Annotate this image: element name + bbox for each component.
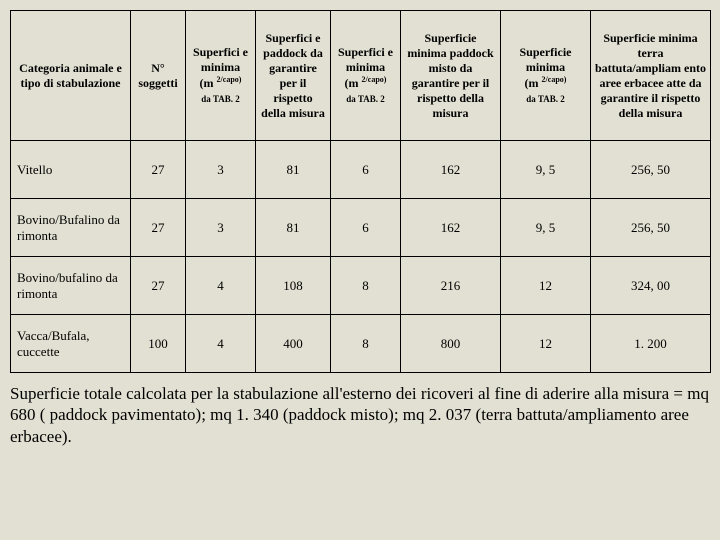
cell: 6 [331, 199, 401, 257]
table-row: Vacca/Bufala, cuccette10044008800121. 20… [11, 315, 711, 373]
col-header-2: Superfici eminima (m 2/capo)da TAB. 2 [186, 11, 256, 141]
table-row: Vitello2738161629, 5256, 50 [11, 141, 711, 199]
row-label: Vacca/Bufala, cuccette [11, 315, 131, 373]
cell: 27 [131, 199, 186, 257]
cell: 256, 50 [591, 141, 711, 199]
cell: 12 [501, 257, 591, 315]
cell: 9, 5 [501, 141, 591, 199]
cell: 12 [501, 315, 591, 373]
col-header-5: Superficie minima paddock misto da garan… [401, 11, 501, 141]
table-row: Bovino/Bufalino da rimonta2738161629, 52… [11, 199, 711, 257]
cell: 162 [401, 141, 501, 199]
col-header-0: Categoria animale e tipo di stabulazione [11, 11, 131, 141]
cell: 100 [131, 315, 186, 373]
table-header-row: Categoria animale e tipo di stabulazione… [11, 11, 711, 141]
table-row: Bovino/bufalino da rimonta27410882161232… [11, 257, 711, 315]
row-label: Vitello [11, 141, 131, 199]
cell: 27 [131, 257, 186, 315]
cell: 324, 00 [591, 257, 711, 315]
cell: 3 [186, 141, 256, 199]
cell: 400 [256, 315, 331, 373]
cell: 108 [256, 257, 331, 315]
col-header-6: Superficie minima (m 2/capo)da TAB. 2 [501, 11, 591, 141]
cell: 27 [131, 141, 186, 199]
cell: 3 [186, 199, 256, 257]
cell: 81 [256, 199, 331, 257]
col-header-3: Superfici e paddock da garantire per il … [256, 11, 331, 141]
caption-text: Superficie totale calcolata per la stabu… [10, 383, 710, 447]
data-table: Categoria animale e tipo di stabulazione… [10, 10, 711, 373]
cell: 8 [331, 257, 401, 315]
cell: 81 [256, 141, 331, 199]
cell: 216 [401, 257, 501, 315]
cell: 800 [401, 315, 501, 373]
row-label: Bovino/bufalino da rimonta [11, 257, 131, 315]
cell: 6 [331, 141, 401, 199]
cell: 256, 50 [591, 199, 711, 257]
col-header-4: Superfici eminima (m 2/capo)da TAB. 2 [331, 11, 401, 141]
cell: 8 [331, 315, 401, 373]
cell: 9, 5 [501, 199, 591, 257]
cell: 4 [186, 315, 256, 373]
cell: 1. 200 [591, 315, 711, 373]
col-header-7: Superficie minima terra battuta/ampliam … [591, 11, 711, 141]
row-label: Bovino/Bufalino da rimonta [11, 199, 131, 257]
col-header-1: N° soggetti [131, 11, 186, 141]
cell: 162 [401, 199, 501, 257]
cell: 4 [186, 257, 256, 315]
